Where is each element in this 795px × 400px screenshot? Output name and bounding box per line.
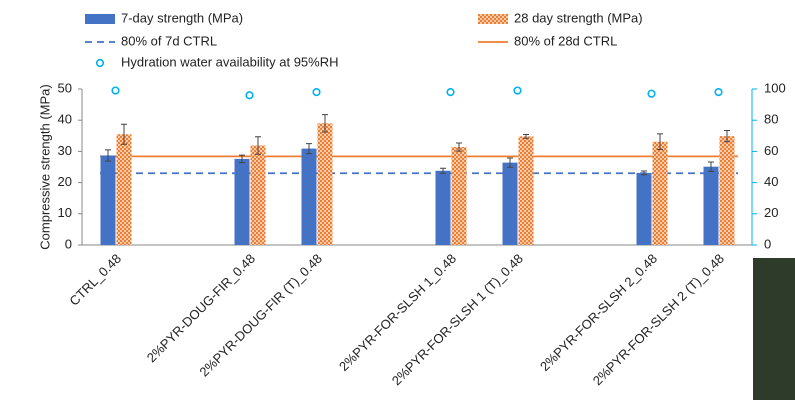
bar [719, 136, 735, 245]
x-tick-label: 2%PYR-DOUG-FIR (T)_0.48 [196, 251, 325, 380]
bar [451, 147, 467, 245]
error-bar [724, 129, 730, 143]
scatter-point [111, 86, 120, 95]
error-bar [708, 161, 714, 172]
y-tick-label: 20 [58, 174, 72, 189]
scatter-point [446, 88, 455, 97]
legend-swatch [478, 14, 508, 24]
legend-label: 7-day strength (MPa) [121, 10, 243, 25]
x-tick-label: 2%PYR-FOR-SLSH 2 (T)_0.48 [590, 251, 727, 388]
y2-tick-label: 0 [764, 236, 771, 251]
scatter-point [714, 88, 723, 97]
error-bar [507, 157, 513, 168]
y-tick-label: 40 [58, 112, 72, 127]
error-bar [641, 170, 647, 176]
bar [703, 166, 719, 245]
bar [100, 155, 116, 245]
error-bar [456, 142, 462, 152]
scatter-point [312, 88, 321, 97]
photo-fragment [753, 258, 795, 400]
y-tick-label: 10 [58, 205, 72, 220]
bar [652, 141, 668, 245]
bar [518, 136, 534, 245]
y2-tick-label: 80 [764, 112, 778, 127]
x-tick-label: 2%PYR-FOR-SLSH 1_0.48 [336, 251, 459, 374]
y2-tick-label: 40 [764, 174, 778, 189]
y-tick-label: 50 [58, 80, 72, 95]
error-bar [121, 123, 127, 145]
bar [250, 145, 266, 245]
legend-label: Hydration water availability at 95%RH [121, 54, 338, 69]
error-bar [440, 167, 446, 174]
y-axis-title: Compressive strength (MPa) [37, 84, 52, 249]
y2-tick-label: 100 [764, 80, 786, 95]
legend-swatch [95, 58, 105, 68]
bar [301, 148, 317, 245]
legend-swatch [85, 14, 115, 24]
error-bar [239, 154, 245, 164]
y2-tick-label: 20 [764, 205, 778, 220]
y-tick-label: 0 [65, 236, 72, 251]
y-tick-label: 30 [58, 143, 72, 158]
legend-label: 80% of 7d CTRL [121, 33, 217, 48]
error-bar [523, 134, 529, 139]
error-bar [105, 149, 111, 162]
bar [636, 172, 652, 245]
bar [435, 170, 451, 245]
x-tick-label: 2%PYR-FOR-SLSH 1 (T)_0.48 [389, 251, 526, 388]
legend-label: 28 day strength (MPa) [514, 10, 643, 25]
x-tick-label: 2%PYR-FOR-SLSH 2_0.48 [537, 251, 660, 374]
error-bar [322, 114, 328, 133]
bar [234, 158, 250, 245]
scatter-point [513, 86, 522, 95]
y2-tick-label: 60 [764, 143, 778, 158]
bar [116, 134, 132, 245]
x-tick-label: 2%PYR-DOUG-FIR_0.48 [144, 251, 258, 365]
scatter-point [245, 91, 254, 100]
x-tick-label: CTRL_0.48 [66, 251, 124, 309]
bar [317, 123, 333, 245]
scatter-point [647, 89, 656, 98]
error-bar [306, 143, 312, 155]
error-bar [255, 136, 261, 155]
bar [502, 162, 518, 245]
error-bar [657, 133, 663, 151]
legend-label: 80% of 28d CTRL [514, 33, 617, 48]
